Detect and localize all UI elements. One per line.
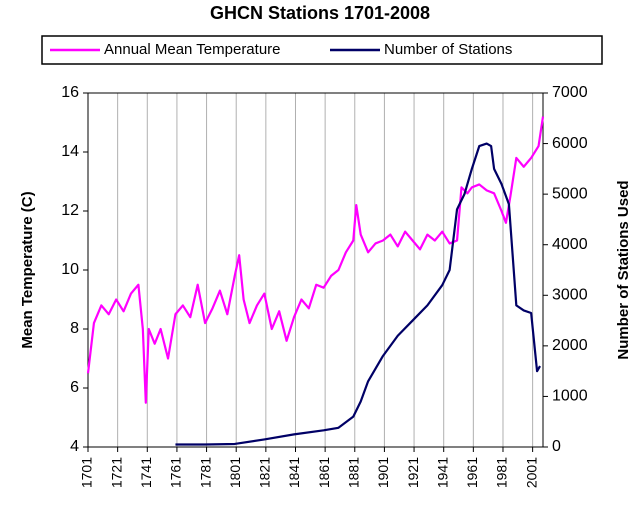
y2-tick-label: 1000 [552, 388, 588, 405]
x-tick-label: 1821 [257, 457, 273, 488]
y-axis-title: Mean Temperature (C) [19, 191, 36, 348]
y-tick-label: 10 [61, 261, 79, 278]
x-tick-label: 1701 [79, 457, 95, 488]
y-tick-label: 4 [70, 438, 79, 455]
legend-label: Annual Mean Temperature [104, 41, 281, 58]
x-tick-label: 1801 [227, 457, 243, 488]
legend-box [41, 35, 603, 65]
x-tick-label: 1741 [138, 457, 154, 488]
y-tick-label: 16 [61, 84, 79, 101]
x-tick-label: 1881 [345, 457, 361, 488]
x-tick-label: 1781 [197, 457, 213, 488]
x-tick-label: 1941 [434, 457, 450, 488]
y2-tick-label: 0 [552, 438, 561, 455]
y-tick-label: 6 [70, 379, 79, 396]
y2-tick-label: 2000 [552, 337, 588, 354]
y-tick-label: 14 [61, 143, 79, 160]
y-tick-label: 8 [70, 320, 79, 337]
chart-title: GHCN Stations 1701-2008 [210, 3, 430, 23]
y2-tick-label: 3000 [552, 287, 588, 304]
series-line [175, 142, 541, 446]
x-tick-label: 1961 [464, 457, 480, 488]
y2-axis-title: Number of Stations Used [615, 180, 632, 359]
x-tick-label: 1861 [316, 457, 332, 488]
x-tick-label: 1841 [286, 457, 302, 488]
x-tick-label: 1901 [375, 457, 391, 488]
y2-tick-label: 6000 [552, 135, 588, 152]
x-tick-label: 1981 [494, 457, 510, 488]
legend-label: Number of Stations [384, 41, 512, 58]
plot-frame [87, 92, 544, 448]
y-tick-label: 12 [61, 202, 79, 219]
x-tick-label: 1921 [405, 457, 421, 488]
x-tick-label: 2001 [523, 457, 539, 488]
series-line [86, 116, 545, 404]
y2-tick-label: 7000 [552, 84, 588, 101]
x-tick-label: 1721 [108, 457, 124, 488]
y2-tick-label: 4000 [552, 236, 588, 253]
x-tick-label: 1761 [168, 457, 184, 488]
y2-tick-label: 5000 [552, 185, 588, 202]
